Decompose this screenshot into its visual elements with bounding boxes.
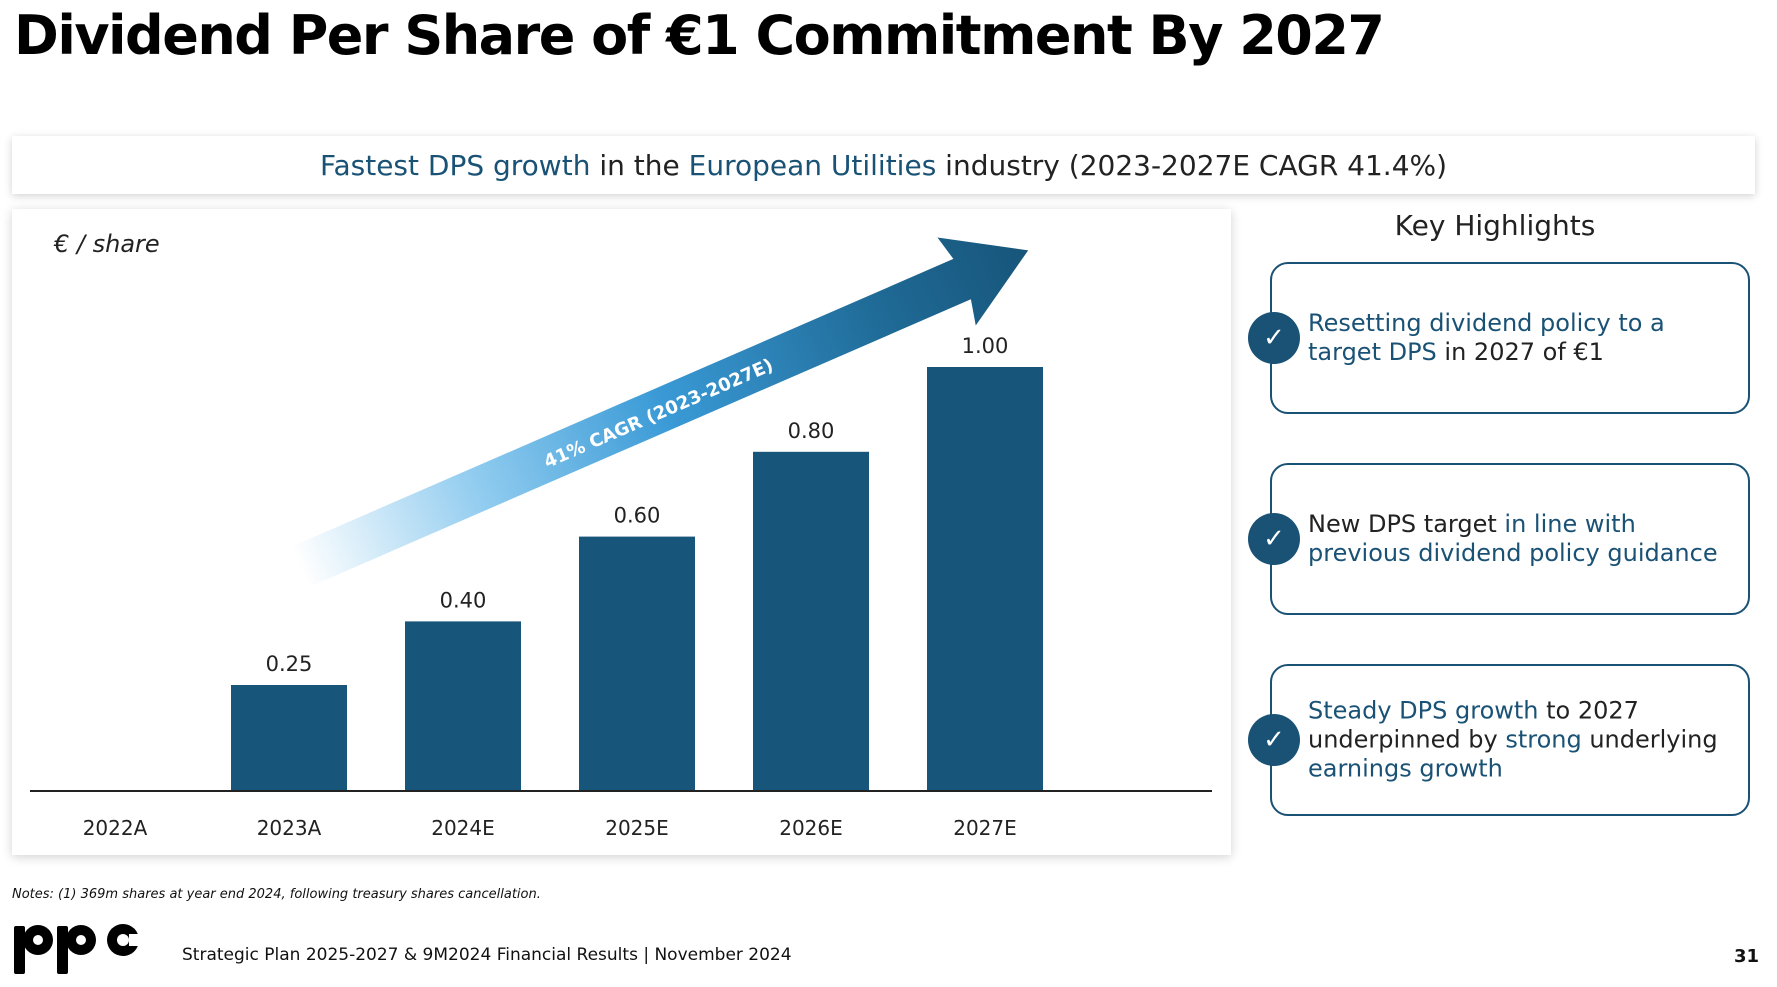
x-tick-label: 2026E [779, 816, 843, 840]
bar-value-label: 1.00 [962, 334, 1009, 358]
bar-value-label: 0.25 [266, 652, 313, 676]
cagr-arrow-shape [291, 237, 1029, 588]
headline-banner: Fastest DPS growth in the European Utili… [12, 136, 1755, 194]
bar-value-label: 0.60 [614, 504, 661, 528]
highlight-card-3-text: Steady DPS growth to 2027 underpinned by… [1308, 696, 1718, 783]
ppc-logo [12, 920, 152, 980]
bar [405, 621, 521, 791]
footnote: Notes: (1) 369m shares at year end 2024,… [12, 887, 541, 902]
footer-text: Strategic Plan 2025-2027 & 9M2024 Financ… [182, 945, 792, 965]
cagr-annotation: 41% CAGR (2023-2027E) [541, 355, 777, 473]
page-title: Dividend Per Share of €1 Commitment By 2… [14, 4, 1385, 67]
highlight-card-2-text: New DPS target in line with previous div… [1308, 510, 1718, 567]
banner-text-1: in the [590, 148, 689, 182]
highlight-card-1: ✓ Resetting dividend policy to a target … [1248, 262, 1750, 414]
x-tick-label: 2022A [83, 816, 148, 840]
checkmark-icon: ✓ [1248, 513, 1300, 565]
banner-text-2: industry (2023-2027E CAGR 41.4%) [936, 148, 1448, 182]
bar [927, 367, 1043, 791]
bar [753, 451, 869, 791]
checkmark-icon: ✓ [1248, 312, 1300, 364]
checkmark-icon: ✓ [1248, 714, 1300, 766]
banner-highlight-2: European Utilities [688, 148, 937, 182]
bar-value-label: 0.40 [440, 588, 487, 612]
x-tick-label: 2027E [953, 816, 1017, 840]
x-tick-label: 2025E [605, 816, 669, 840]
key-highlights-title: Key Highlights [1394, 209, 1596, 242]
bar-value-label: 0.80 [788, 419, 835, 443]
dps-chart-card: € / share 41% CAGR (2023-2027E) 0.25 0.40… [12, 209, 1231, 855]
highlight-card-2: ✓ New DPS target in line with previous d… [1248, 463, 1750, 615]
highlight-card-1-text: Resetting dividend policy to a target DP… [1308, 309, 1665, 366]
bar [231, 685, 347, 791]
banner-highlight-1: Fastest DPS growth [319, 148, 591, 182]
page-number: 31 [1733, 946, 1759, 967]
highlight-card-3: ✓ Steady DPS growth to 2027 underpinned … [1248, 664, 1750, 816]
x-tick-label: 2023A [257, 816, 322, 840]
dps-bar-chart: € / share 41% CAGR (2023-2027E) 0.25 0.40… [30, 230, 1212, 840]
x-tick-label: 2024E [431, 816, 495, 840]
y-unit-label: € / share [53, 230, 160, 258]
bar [579, 536, 695, 791]
